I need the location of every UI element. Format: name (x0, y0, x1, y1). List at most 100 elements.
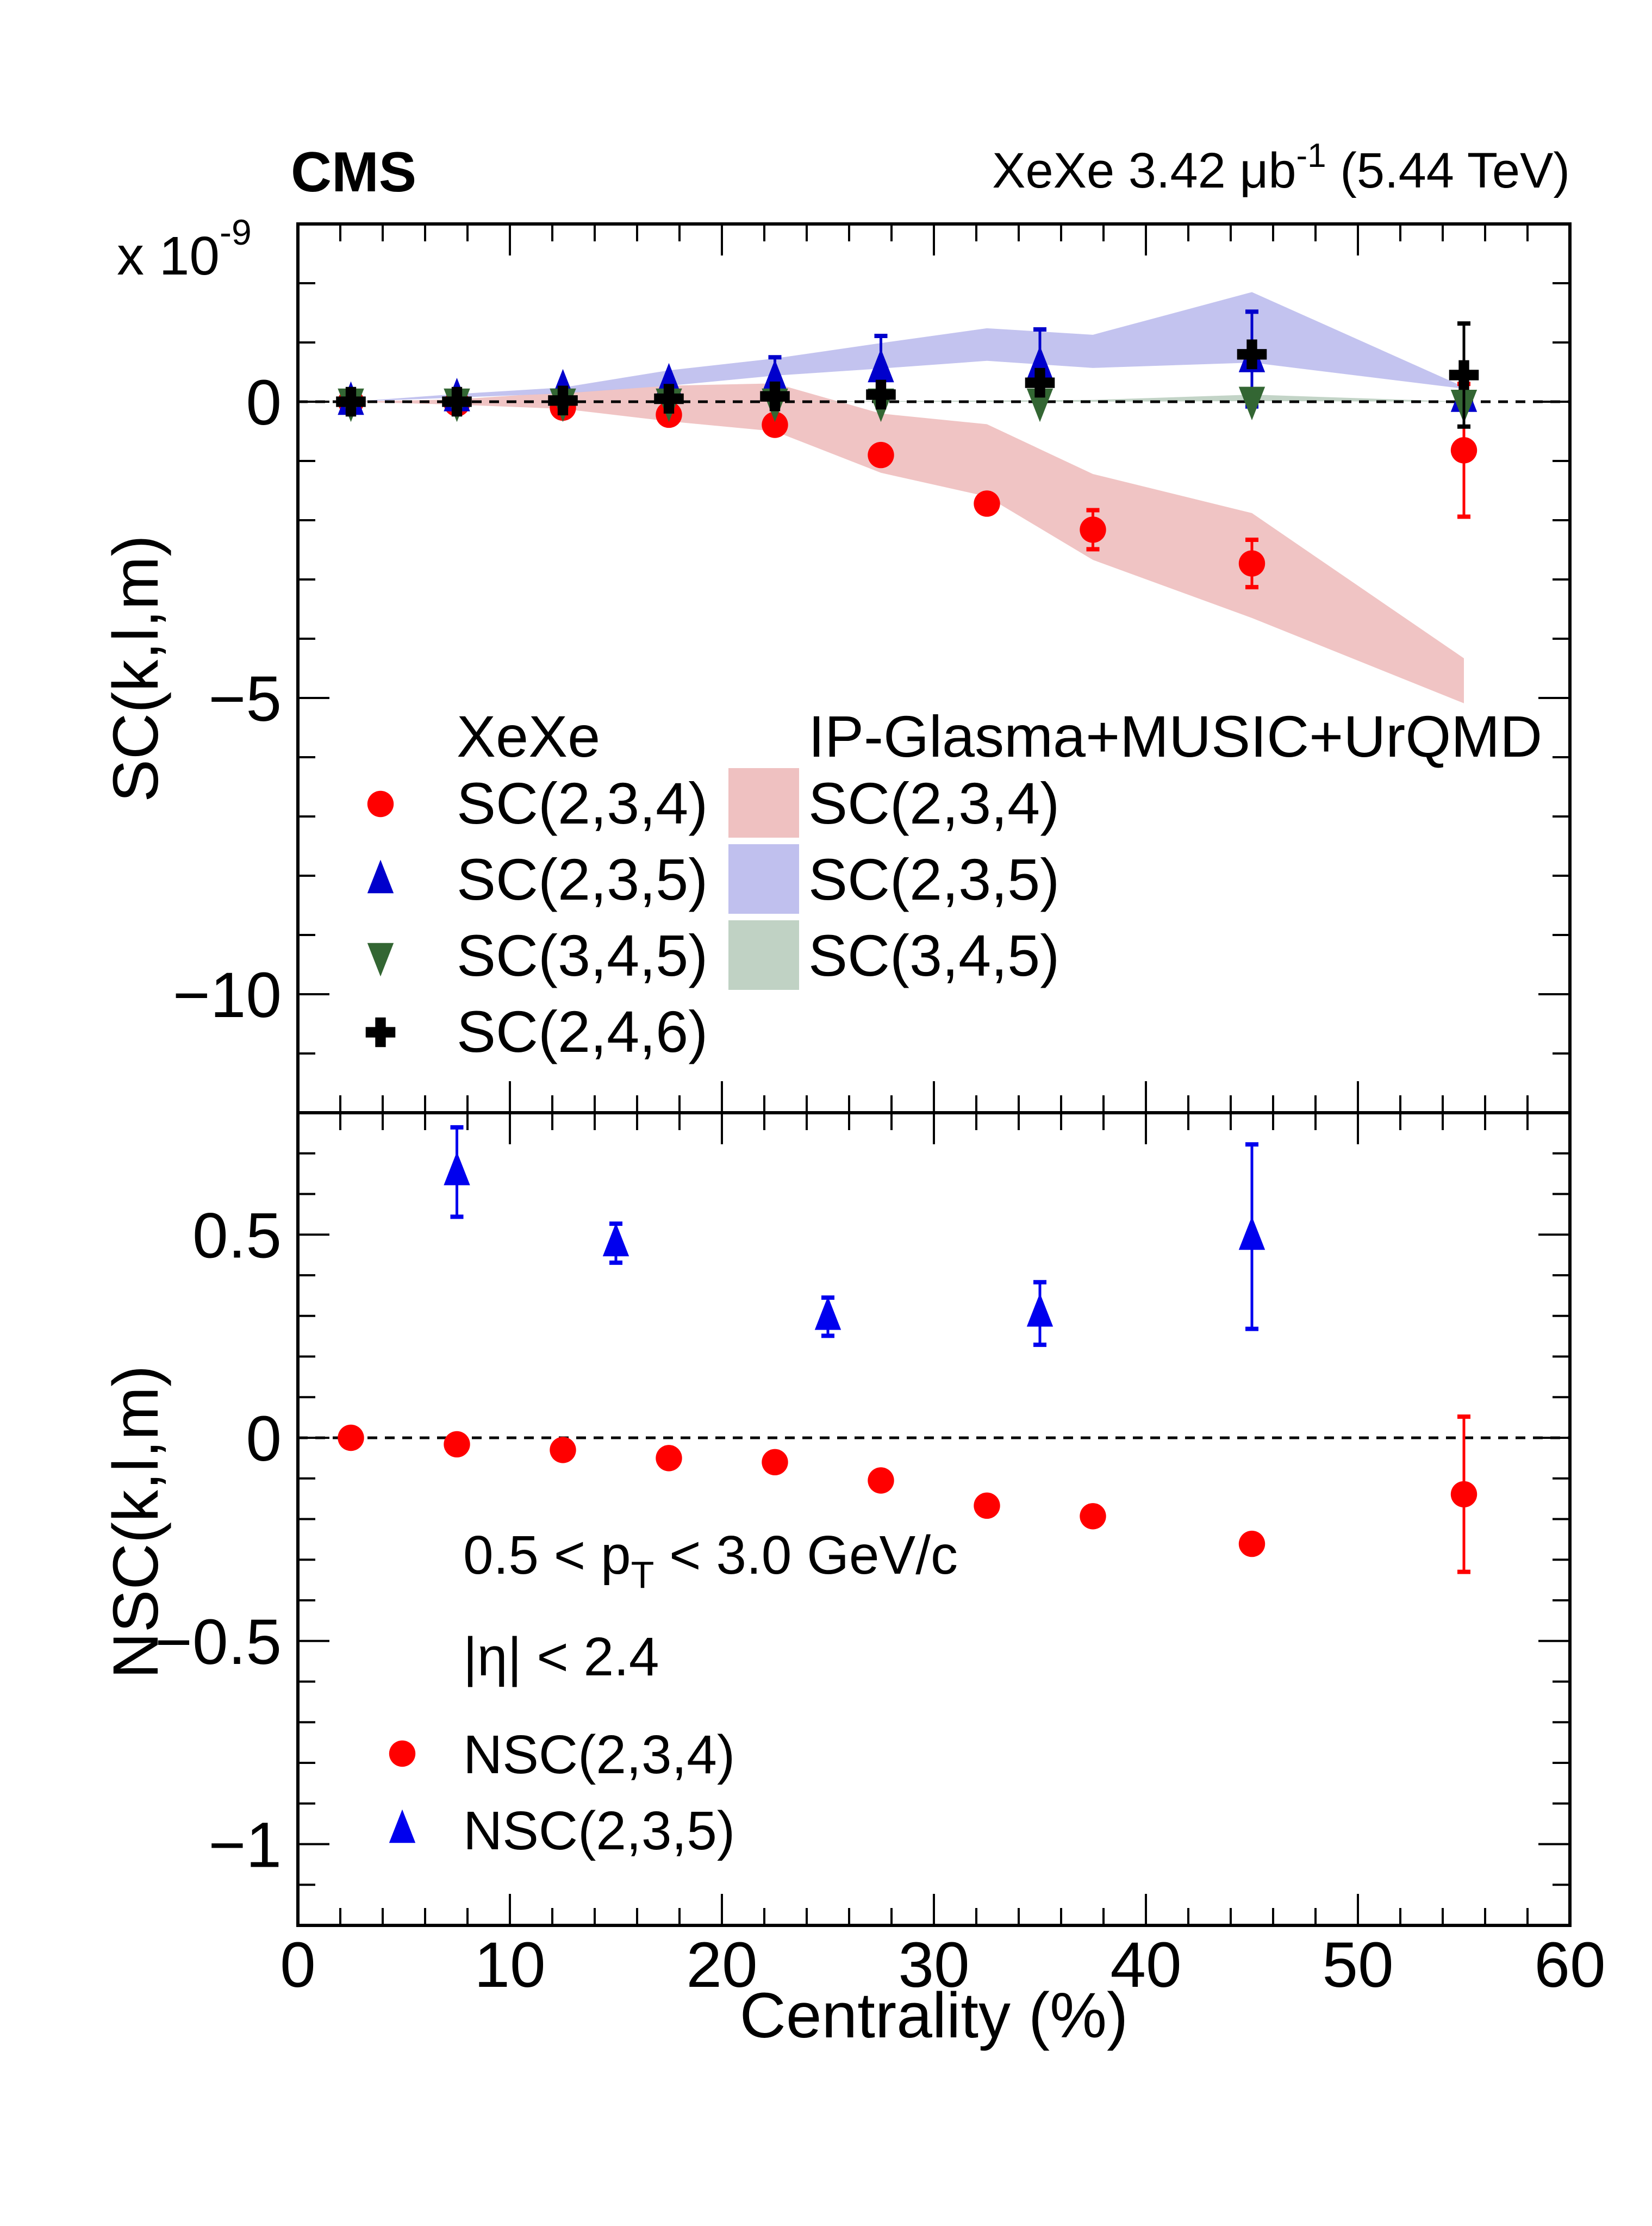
top-legend: XeXe IP-Glasma+MUSIC+UrQMD SC(2,3,4)SC(2… (365, 703, 1542, 1064)
data-point (974, 490, 1000, 517)
eta-annotation: |η| < 2.4 (463, 1626, 659, 1687)
y-multiplier: x 10-9 (117, 212, 252, 286)
legend-label: SC(3,4,5) (808, 922, 1059, 988)
data-point (654, 384, 684, 414)
dataset-unit-exp: -1 (1296, 137, 1326, 174)
dataset-unit: μb (1239, 143, 1296, 198)
dataset-suffix: (5.44 TeV) (1326, 143, 1570, 198)
legend-label: SC(2,4,6) (457, 999, 708, 1064)
legend-swatch (728, 920, 799, 990)
data-point (1238, 550, 1266, 577)
x-tick-label: 10 (474, 1929, 545, 2001)
data-points (336, 309, 1479, 590)
top-y-tick-labels: 0 −5 −10 (173, 367, 282, 1031)
x-axis-title: Centrality (%) (740, 1980, 1129, 2052)
model-bands (351, 292, 1464, 703)
top-axis-ticks (297, 223, 1571, 1114)
dataset-prefix: XeXe 3.42 (992, 143, 1239, 198)
legend-label: SC(2,3,4) (457, 770, 708, 836)
data-point (338, 1424, 364, 1451)
x-tick-label: 30 (898, 1929, 969, 2001)
data-point (814, 1296, 841, 1330)
x-tick-labels: 0 10 20 30 40 50 60 (280, 1929, 1605, 2001)
series-nsc-2-3-4- (338, 1414, 1478, 1574)
legend-marker (365, 1017, 396, 1047)
legend-entry: NSC(2,3,5) (389, 1800, 735, 1861)
data-point (760, 381, 790, 411)
data-point (1450, 437, 1478, 464)
data-point (1026, 1293, 1053, 1327)
data-point (656, 1445, 682, 1471)
y-tick-label: −10 (173, 959, 282, 1031)
data-point (1025, 367, 1055, 398)
bottom-y-tick-labels: 0.5 0 −0.5 −1 (155, 1200, 282, 1881)
experiment-label: CMS (291, 141, 416, 204)
data-point (548, 385, 578, 416)
data-point (868, 1467, 894, 1494)
bottom-panel: 0.5 0 −0.5 −1 0 10 20 30 40 50 60 NSC(k,l,m) Cent… (100, 1112, 1606, 2052)
pt-suffix: < 3.0 GeV/c (654, 1525, 958, 1586)
data-point (442, 386, 472, 417)
legend-entry: SC(3,4,5) (728, 920, 1059, 990)
legend-swatch (728, 768, 799, 838)
bottom-legend: NSC(2,3,4) NSC(2,3,5) (389, 1724, 735, 1861)
legend-marker (367, 859, 394, 894)
legend-entry: SC(3,4,5) (367, 922, 708, 988)
y-multiplier-exp: -9 (220, 212, 252, 252)
band-sc-2-3-5- (351, 292, 1464, 402)
data-point (1238, 1530, 1266, 1557)
series-sc-2-3-4- (338, 382, 1478, 590)
data-point (1080, 1503, 1106, 1530)
x-tick-label: 40 (1110, 1929, 1181, 2001)
band-sc-2-3-4- (351, 383, 1464, 703)
series-sc-2-4-6- (336, 321, 1479, 429)
legend-label: NSC(2,3,5) (463, 1800, 735, 1861)
y-tick-label: −5 (208, 663, 282, 735)
legend-label: SC(2,3,5) (457, 846, 708, 912)
data-point (1237, 339, 1267, 370)
legend-entry: SC(2,3,4) (728, 768, 1059, 838)
data-point (1238, 386, 1266, 421)
data-point (762, 359, 788, 393)
legend-label: SC(3,4,5) (457, 922, 708, 988)
data-point (1026, 388, 1053, 422)
legend-entry: SC(2,3,5) (367, 846, 708, 912)
y-tick-label: −1 (208, 1810, 282, 1881)
legend-label: SC(2,3,5) (808, 846, 1059, 912)
data-point (762, 411, 788, 438)
data-point (1080, 516, 1106, 543)
data-point (1449, 360, 1479, 390)
y-tick-label: −0.5 (155, 1606, 282, 1678)
data-point (1238, 1216, 1266, 1250)
legend-entry: NSC(2,3,4) (389, 1724, 735, 1785)
bottom-y-axis-title: NSC(k,l,m) (100, 1365, 172, 1679)
legend-marker (389, 1740, 416, 1767)
legend-model-header: IP-Glasma+MUSIC+UrQMD (808, 703, 1542, 769)
data-point (656, 363, 682, 397)
data-point (762, 1449, 788, 1476)
legend-entry: SC(2,3,4) (367, 770, 708, 836)
legend-marker (367, 790, 394, 818)
data-point (444, 1431, 470, 1458)
data-point (550, 1437, 576, 1463)
bottom-plot-frame (296, 1111, 1572, 1927)
pt-prefix: 0.5 < p (463, 1525, 631, 1586)
band-sc-3-4-5- (351, 394, 1464, 402)
data-point (602, 1223, 629, 1257)
data-point (868, 441, 894, 469)
data-point (974, 1492, 1000, 1519)
top-panel: 0 −5 −10 x 10-9 SC(k,l,m) XeXe IP-Glasma+M… (100, 212, 1571, 1114)
legend-entry: SC(2,4,6) (365, 999, 708, 1064)
data-point (1450, 1481, 1478, 1508)
dataset-label: XeXe 3.42 μb-1 (5.44 TeV) (992, 137, 1570, 198)
legend-entries: SC(2,3,4) SC(2,3,5) SC(3,4,5) SC(2,4,6) SC(2… (365, 768, 1059, 1064)
legend-swatch (728, 844, 799, 914)
data-point (866, 379, 896, 410)
data-point (868, 348, 894, 383)
legend-data-header: XeXe (457, 703, 600, 769)
data-point (1026, 346, 1053, 379)
legend-marker (389, 1809, 416, 1843)
x-tick-label: 60 (1534, 1929, 1605, 2001)
data-point (336, 386, 366, 417)
